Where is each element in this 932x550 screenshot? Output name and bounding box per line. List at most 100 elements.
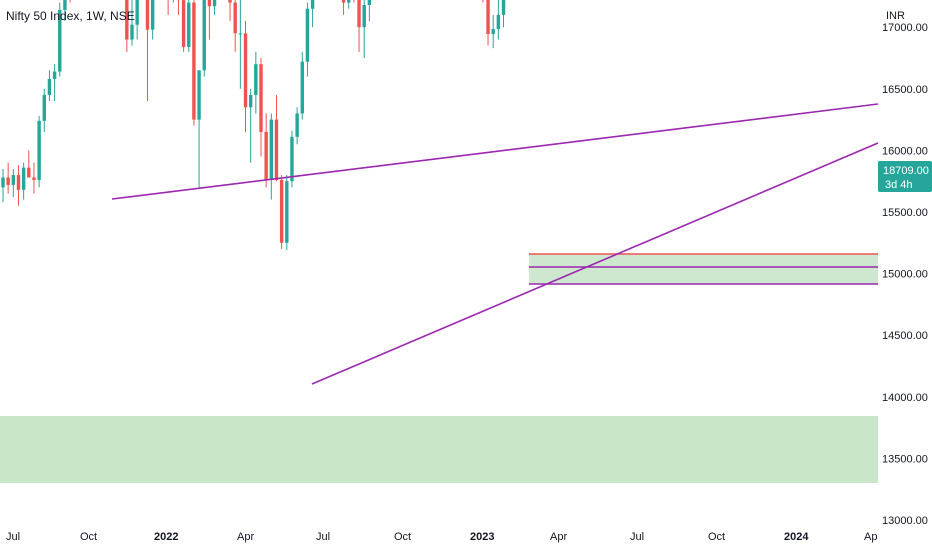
- candle: [11, 168, 16, 198]
- candle-body: [367, 0, 372, 6]
- candle-body: [264, 131, 268, 180]
- candle-body: [197, 70, 201, 120]
- candle-body: [233, 2, 237, 34]
- x-tick-label: Apr: [550, 531, 567, 543]
- candle: [172, 0, 174, 3]
- candle: [264, 113, 268, 188]
- candle-body: [496, 14, 501, 30]
- currency-label: INR: [886, 10, 905, 22]
- candle-body: [192, 2, 196, 120]
- candle: [357, 0, 361, 52]
- candle-body: [254, 64, 258, 95]
- candlestick-series: [1, 0, 506, 251]
- lower-trendline[interactable]: [311, 142, 879, 385]
- candle: [233, 0, 237, 52]
- candle-body: [491, 29, 495, 34]
- time-axis[interactable]: Jul Oct 2022 Apr Jul Oct 2023 Apr Jul Oct 2024 Ap: [6, 531, 877, 543]
- x-tick-label: Jul: [630, 531, 644, 543]
- x-tick-label: 2024: [784, 531, 809, 543]
- candle-body: [212, 0, 217, 7]
- candle-body: [228, 0, 232, 3]
- price-badge-background: [878, 161, 932, 192]
- x-tick-label: Jul: [6, 531, 20, 543]
- candle-body: [285, 181, 289, 243]
- candle: [347, 0, 351, 9]
- candle: [150, 0, 155, 40]
- candle: [300, 51, 304, 120]
- y-tick-label: 14000.00: [882, 392, 928, 404]
- y-tick-label: 13500.00: [882, 453, 928, 465]
- candle: [243, 21, 248, 132]
- candle: [269, 113, 274, 200]
- x-tick-label: 2022: [154, 531, 178, 543]
- candle-body: [207, 0, 212, 7]
- candle: [145, 0, 150, 102]
- demand-zone-box[interactable]: [529, 254, 878, 284]
- candle: [27, 150, 31, 178]
- candle-body: [362, 5, 366, 28]
- candle-body: [135, 0, 139, 25]
- chart-title: Nifty 50 Index, 1W, NSE: [6, 9, 135, 23]
- candle-body: [259, 64, 263, 132]
- candle-body: [42, 94, 46, 121]
- candle: [259, 58, 263, 157]
- candle-body: [16, 175, 21, 190]
- candle: [37, 115, 41, 188]
- candle: [501, 0, 506, 28]
- candle: [197, 70, 201, 188]
- candle-body: [58, 9, 62, 72]
- candle: [362, 0, 366, 58]
- price-badge: 18709.00 3d 4h: [878, 161, 932, 192]
- candle-body: [37, 120, 41, 180]
- upper-trendline[interactable]: [111, 103, 879, 200]
- candle: [52, 64, 57, 102]
- x-tick-label: Oct: [394, 531, 411, 543]
- candle-body: [11, 175, 16, 185]
- candle: [202, 0, 206, 77]
- y-tick-label: 13000.00: [882, 515, 928, 527]
- candle: [207, 0, 212, 40]
- candle-body: [248, 94, 253, 108]
- candle: [63, 0, 67, 22]
- candle: [212, 0, 217, 15]
- candle: [130, 0, 134, 46]
- candle: [32, 162, 36, 194]
- candle-body: [486, 0, 490, 34]
- y-tick-label: 15000.00: [882, 269, 928, 281]
- candle: [228, 0, 232, 22]
- y-tick-label: 14500.00: [882, 330, 928, 342]
- candle-body: [269, 119, 274, 180]
- candle: [192, 0, 196, 126]
- candle-body: [125, 0, 129, 40]
- price-axis[interactable]: INR 21000.0020500.0020000.0019500.001900…: [882, 0, 928, 527]
- candle-body: [300, 61, 304, 114]
- candle: [353, 0, 355, 3]
- candle-body: [145, 0, 150, 30]
- candle-body: [290, 136, 294, 182]
- support-zone-box[interactable]: [0, 416, 878, 483]
- candle: [6, 162, 10, 194]
- candle-body: [21, 167, 26, 190]
- candle: [21, 162, 26, 200]
- candle-body: [6, 177, 10, 185]
- x-tick-label: Oct: [80, 531, 97, 543]
- candle-body: [187, 2, 191, 47]
- candle-body: [27, 167, 31, 178]
- candle: [254, 51, 258, 114]
- candle: [285, 175, 289, 251]
- candle: [290, 130, 294, 188]
- candle: [125, 0, 129, 52]
- candle: [486, 0, 490, 46]
- candle: [42, 88, 46, 132]
- candle-body: [150, 0, 155, 30]
- candle: [279, 175, 284, 249]
- x-tick-label: 2023: [470, 531, 494, 543]
- candle-body: [243, 33, 248, 108]
- y-tick-label: 16000.00: [882, 145, 928, 157]
- candle: [69, 0, 71, 3]
- candle: [274, 94, 279, 182]
- candle-body: [47, 78, 52, 95]
- candle-body: [357, 0, 361, 28]
- candle-body: [238, 33, 243, 35]
